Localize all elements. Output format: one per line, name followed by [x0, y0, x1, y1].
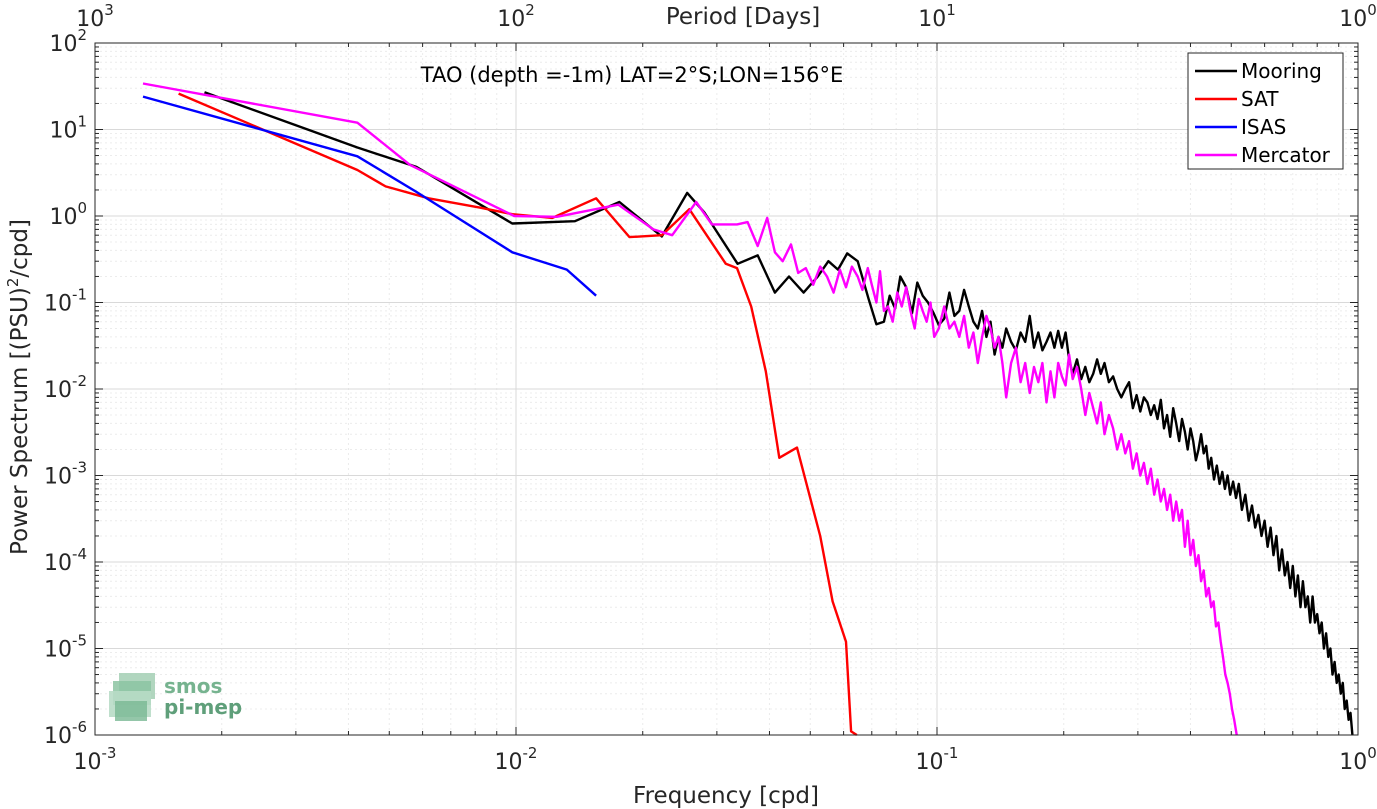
top-tick-label: 103	[76, 1, 114, 32]
legend-box	[1187, 52, 1344, 170]
legend: Mooring SAT ISAS Mercator	[1187, 52, 1344, 170]
top-tick-label: 100	[1339, 1, 1377, 32]
y-axis-label: Power Spectrum [(PSU)2/cpd]	[4, 219, 33, 555]
y-tick-label: 10-4	[44, 545, 87, 576]
y-tick-label: 10-5	[44, 632, 87, 663]
top-axis-label: Period [Days]	[666, 4, 820, 30]
chart-title: TAO (depth =-1m) LAT=2°S;LON=156°E	[420, 63, 844, 87]
y-tick-label: 100	[49, 199, 87, 230]
logo-text-smos: smos	[164, 674, 222, 698]
y-tick-label: 10-6	[44, 718, 87, 749]
series-line-mercator	[142, 82, 1238, 736]
series-lines	[142, 82, 1354, 737]
tick-marks	[94, 43, 1358, 736]
y-tick-label: 101	[49, 113, 87, 144]
legend-label-sat: SAT	[1241, 87, 1279, 111]
series-line-sat	[178, 92, 858, 737]
top-tick-label: 101	[918, 1, 956, 32]
x-tick-label: 10-3	[74, 744, 117, 775]
y-tick-label: 10-3	[44, 459, 87, 490]
legend-label-isas: ISAS	[1241, 115, 1286, 139]
x-tick-label: 10-1	[916, 744, 959, 775]
x-tick-label: 10-2	[495, 744, 538, 775]
logo-text-pi-mep: pi-mep	[164, 695, 242, 719]
series-line-isas	[142, 95, 597, 297]
y-tick-label: 102	[49, 26, 87, 57]
legend-label-mercator: Mercator	[1241, 143, 1331, 167]
y-tick-label: 10-2	[44, 372, 87, 403]
x-tick-label: 100	[1339, 744, 1377, 775]
legend-label-mooring: Mooring	[1241, 59, 1322, 83]
x-axis-label: Frequency [cpd]	[633, 783, 819, 809]
y-tick-label: 10-1	[44, 286, 87, 317]
series-line-mooring	[204, 91, 1354, 736]
smos-pi-mep-logo: smos pi-mep	[109, 673, 242, 721]
top-tick-label: 102	[497, 1, 535, 32]
